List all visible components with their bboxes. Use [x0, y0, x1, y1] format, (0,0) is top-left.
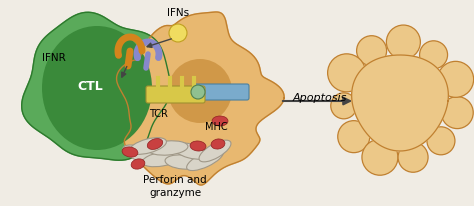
- Ellipse shape: [173, 143, 208, 159]
- Circle shape: [398, 142, 428, 172]
- Circle shape: [328, 54, 365, 92]
- Circle shape: [191, 85, 205, 99]
- Ellipse shape: [211, 139, 225, 149]
- Circle shape: [168, 59, 232, 123]
- Ellipse shape: [122, 147, 138, 157]
- Ellipse shape: [199, 140, 231, 162]
- FancyBboxPatch shape: [146, 86, 205, 103]
- Circle shape: [427, 127, 455, 155]
- FancyBboxPatch shape: [193, 84, 249, 100]
- Text: IFNs: IFNs: [167, 8, 189, 18]
- Circle shape: [169, 24, 187, 42]
- Ellipse shape: [142, 151, 182, 167]
- Ellipse shape: [187, 149, 223, 171]
- Circle shape: [441, 97, 473, 129]
- Ellipse shape: [42, 26, 152, 150]
- Ellipse shape: [129, 138, 166, 154]
- Circle shape: [338, 121, 370, 153]
- Ellipse shape: [165, 155, 201, 169]
- Circle shape: [356, 36, 387, 66]
- Ellipse shape: [190, 141, 206, 151]
- Text: Perforin and
granzyme: Perforin and granzyme: [143, 175, 207, 198]
- Ellipse shape: [123, 145, 157, 163]
- Circle shape: [419, 41, 447, 69]
- Circle shape: [386, 25, 420, 59]
- Ellipse shape: [147, 139, 163, 149]
- Text: IFNR: IFNR: [42, 53, 66, 63]
- Circle shape: [362, 139, 398, 175]
- Text: CTL: CTL: [77, 80, 103, 92]
- Ellipse shape: [131, 159, 145, 169]
- Circle shape: [438, 61, 474, 97]
- Ellipse shape: [148, 141, 188, 155]
- Polygon shape: [117, 12, 284, 185]
- Polygon shape: [352, 55, 448, 151]
- Circle shape: [331, 93, 357, 119]
- Ellipse shape: [212, 116, 228, 126]
- Text: Apoptosis: Apoptosis: [293, 93, 347, 103]
- Text: MHC: MHC: [205, 122, 228, 132]
- Polygon shape: [22, 12, 170, 160]
- Text: TCR: TCR: [148, 109, 167, 119]
